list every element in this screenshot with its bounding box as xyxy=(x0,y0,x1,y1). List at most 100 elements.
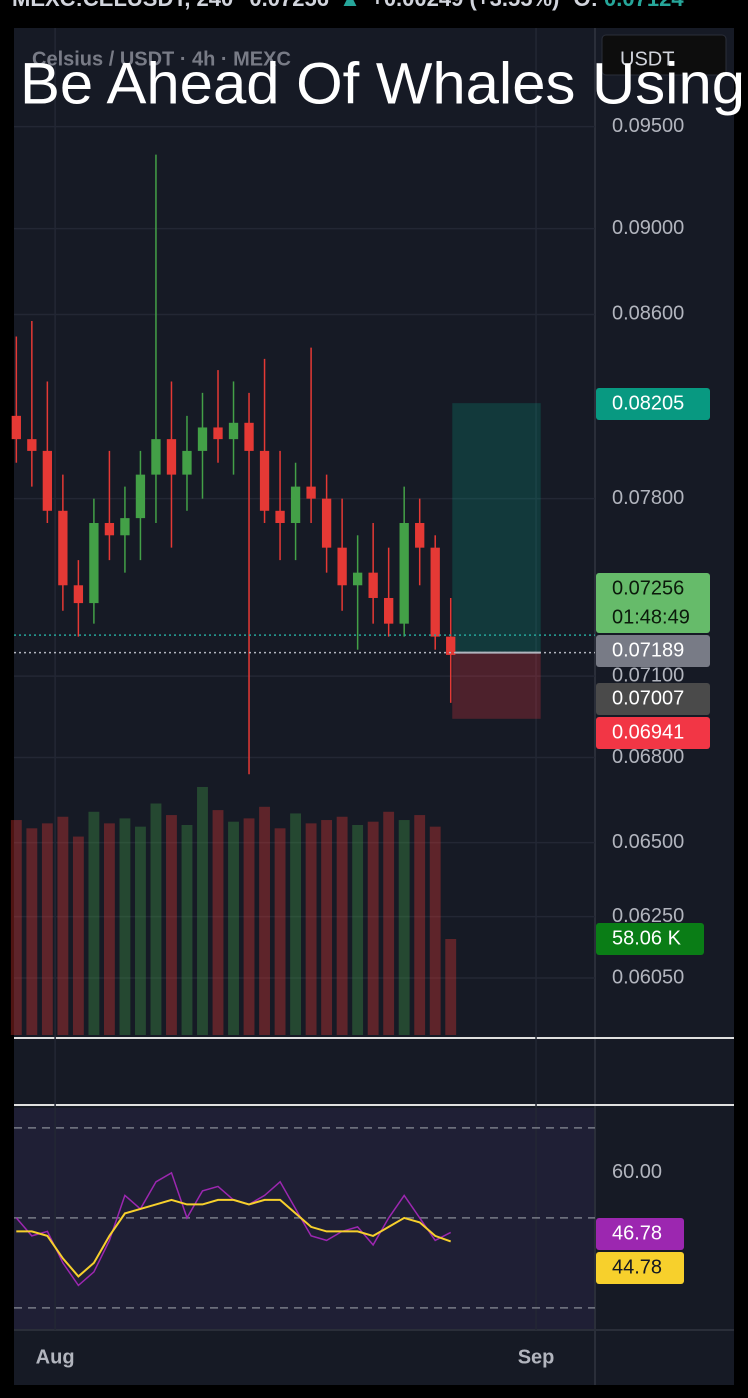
candle-body xyxy=(73,585,84,604)
y-tick-label: 0.06050 xyxy=(612,966,684,988)
volume-bar xyxy=(135,826,146,1035)
candle-body xyxy=(151,439,161,475)
candle-body xyxy=(259,450,270,511)
candle-body xyxy=(11,415,21,440)
volume-bar xyxy=(166,815,177,1035)
header-open-label: O: xyxy=(573,0,597,11)
volume-bar xyxy=(352,825,364,1035)
target-zone xyxy=(452,403,541,653)
candle-body xyxy=(104,523,115,536)
volume-bar xyxy=(336,816,348,1035)
candle-body xyxy=(368,572,378,598)
rsi-label-box xyxy=(596,1218,684,1250)
candle-body xyxy=(197,427,208,451)
volume-bar xyxy=(398,820,410,1035)
y-tick-label: 0.06800 xyxy=(612,746,684,768)
y-tick-label: 0.06500 xyxy=(612,831,684,853)
price-label-box xyxy=(596,717,710,749)
volume-bar xyxy=(274,828,286,1035)
header-open: 0.07124 xyxy=(604,0,684,11)
price-label: 0.06941 xyxy=(612,721,684,743)
candle-body xyxy=(337,547,347,586)
x-tick-label: Aug xyxy=(36,1346,75,1368)
volume-label-box xyxy=(596,923,704,955)
volume-bar xyxy=(57,816,69,1035)
volume-bar xyxy=(212,810,224,1035)
volume-bar xyxy=(41,823,53,1035)
price-label: 0.07189 xyxy=(612,639,684,661)
header: MEXC:CELUSDT, 240 0.07256 ▲ +0.00249 (+3… xyxy=(12,0,684,11)
currency-button[interactable] xyxy=(601,34,727,76)
candle-body xyxy=(352,572,363,586)
volume-bar xyxy=(197,786,208,1035)
y-tick-label: 0.06250 xyxy=(612,905,684,927)
candle-body xyxy=(275,510,285,524)
volume-bar xyxy=(181,825,193,1035)
volume-bar xyxy=(414,815,426,1035)
volume-bar xyxy=(88,811,100,1035)
price-label-box xyxy=(596,573,710,633)
volume-bar xyxy=(26,828,38,1035)
candle-body xyxy=(415,523,425,548)
chart-title: Celsius / USDT · 4h · MEXC xyxy=(32,48,291,70)
candle-body xyxy=(166,439,177,475)
volume-bar xyxy=(10,820,22,1035)
rsi-ma-label: 44.78 xyxy=(612,1256,662,1278)
price-label-box xyxy=(596,388,710,420)
y-tick-label: 0.07800 xyxy=(612,487,684,509)
volume-bar xyxy=(305,823,317,1035)
candle-body xyxy=(89,523,99,604)
candle-body xyxy=(42,450,53,511)
rsi-ma-label-box xyxy=(596,1252,684,1284)
header-symbol: MEXC:CELUSDT, 240 xyxy=(12,0,233,11)
rsi-label: 46.78 xyxy=(612,1222,662,1244)
candle-body xyxy=(306,486,316,499)
header-last: 0.07256 xyxy=(249,0,329,11)
labels: 0.09500 0.09000 0.08600 0.07800 0.07100 0.068… xyxy=(36,115,710,1368)
volume-bar xyxy=(259,806,270,1035)
candle-body xyxy=(244,422,254,451)
candle-body xyxy=(58,510,68,586)
candle-body xyxy=(213,427,223,440)
candle-body xyxy=(290,486,301,524)
candle-body xyxy=(135,474,146,519)
candle-body xyxy=(27,439,37,451)
y-tick-label: 0.09500 xyxy=(612,115,684,137)
candle-body xyxy=(384,597,394,624)
price-label-box xyxy=(596,683,710,715)
candle-body xyxy=(321,498,332,548)
candle-body xyxy=(182,450,192,475)
candle-body xyxy=(399,523,409,624)
volume-bar xyxy=(228,821,239,1035)
x-tick-label: Sep xyxy=(518,1346,555,1368)
volume-bar xyxy=(383,811,395,1035)
candle-body xyxy=(228,422,239,440)
y-tick-label: 0.09000 xyxy=(612,217,684,239)
volume-bar xyxy=(119,818,131,1035)
grid xyxy=(14,28,595,1330)
volume-bar xyxy=(321,820,333,1035)
volume-bar xyxy=(429,826,441,1035)
volume-bar xyxy=(150,803,162,1035)
header-change: +0.00249 (+3.55%) xyxy=(371,0,559,11)
candle-body xyxy=(120,518,130,536)
volume-label: 58.06 K xyxy=(612,927,682,949)
candle-body xyxy=(430,547,440,637)
overlay-text: Be Ahead Of Whales Using xyxy=(20,51,745,116)
stop-zone xyxy=(452,652,541,719)
currency-button-label[interactable]: USDT xyxy=(620,48,674,70)
y-tick-label: 0.08600 xyxy=(612,303,684,325)
countdown: 01:48:49 xyxy=(612,606,690,628)
volume-bar xyxy=(445,938,457,1035)
y-tick-label: 0.07100 xyxy=(612,664,684,686)
plot xyxy=(10,154,595,1287)
volume-bar xyxy=(243,818,255,1035)
header-arrow: ▲ xyxy=(339,0,361,11)
price-label-box xyxy=(596,635,710,667)
price-label: 0.08205 xyxy=(612,392,684,414)
rsi-tick-label: 60.00 xyxy=(612,1161,662,1183)
rsi-ma-line xyxy=(16,1198,452,1278)
price-label: 0.07007 xyxy=(612,687,684,709)
